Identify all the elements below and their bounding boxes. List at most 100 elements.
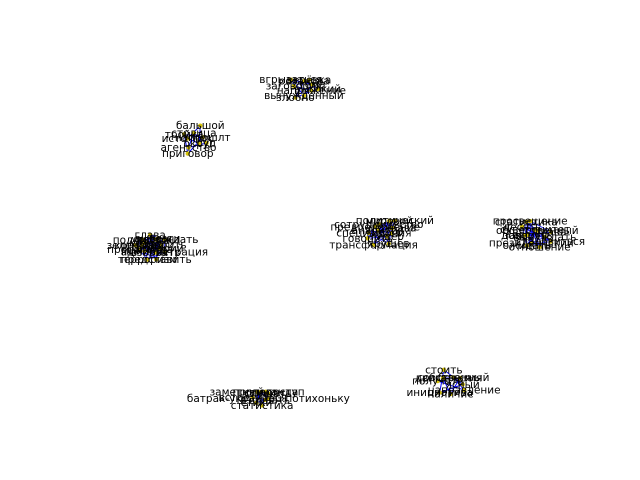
graph-node bbox=[384, 234, 390, 239]
graph-edge bbox=[373, 230, 379, 245]
node-label: наличие bbox=[427, 389, 473, 401]
node-label: утверждать bbox=[131, 234, 198, 246]
graph-edge bbox=[450, 377, 461, 395]
graph-edge bbox=[184, 133, 203, 138]
graph-edge bbox=[368, 223, 380, 234]
graph-node bbox=[182, 132, 187, 137]
node-label: округ bbox=[184, 138, 215, 150]
node-label: батрак-украинец.потихоньку bbox=[187, 393, 350, 405]
node-label: подписчик bbox=[113, 234, 172, 246]
graph-node bbox=[529, 240, 534, 246]
node-label: стоить bbox=[425, 364, 462, 376]
node-label: держава bbox=[368, 223, 417, 235]
node-label: президентский bbox=[489, 237, 574, 249]
graph-edge bbox=[439, 383, 463, 394]
node-label: отношение bbox=[509, 241, 571, 253]
cluster-4: ирониялидерхрущёвтрансформацияговоритьсп… bbox=[329, 215, 434, 251]
node-label: столица bbox=[171, 128, 216, 140]
node-label: хрущёв bbox=[368, 238, 410, 250]
graph-node bbox=[259, 403, 265, 408]
graph-edge bbox=[295, 88, 318, 98]
cluster-2: судокругприговорагентствоисточниктройкас… bbox=[161, 120, 231, 160]
graph-edge bbox=[187, 136, 204, 154]
node-label: заметный.соступ bbox=[210, 387, 305, 399]
node-label: просвещение bbox=[493, 216, 568, 228]
graph-node bbox=[387, 218, 392, 224]
graph-edge bbox=[388, 228, 393, 244]
graph-edge bbox=[525, 231, 551, 236]
graph-node bbox=[288, 77, 293, 82]
node-label: политический bbox=[356, 215, 434, 227]
node-label: колос bbox=[129, 237, 161, 249]
node-label: специалист bbox=[336, 227, 401, 239]
graph-edge bbox=[290, 79, 305, 96]
graph-node bbox=[519, 224, 525, 229]
graph-node bbox=[437, 390, 442, 395]
graph-node bbox=[254, 400, 259, 405]
node-label: вынужденный bbox=[264, 90, 344, 102]
node-label: ясный bbox=[446, 379, 480, 391]
node-label: терроризм bbox=[118, 254, 177, 266]
node-label: взорвать bbox=[240, 394, 290, 406]
node-label: министр bbox=[121, 246, 168, 258]
node-label: сотрудничество bbox=[334, 219, 423, 231]
graph-node bbox=[257, 390, 263, 395]
graph-edge bbox=[529, 220, 552, 233]
graph-node bbox=[392, 218, 398, 223]
graph-node bbox=[457, 375, 463, 381]
node-label: статистика bbox=[495, 216, 558, 228]
node-label: вынуждать bbox=[513, 232, 576, 244]
graph-node bbox=[265, 391, 271, 396]
graph-node bbox=[204, 140, 209, 146]
graph-node bbox=[142, 240, 148, 246]
cluster-3: дмитрийадминистрациявзорватьпредставитьт… bbox=[107, 229, 209, 266]
graph-node bbox=[186, 145, 191, 150]
graph-node bbox=[451, 375, 456, 380]
node-label: предположение bbox=[330, 221, 420, 233]
node-label: заговорик bbox=[266, 81, 322, 93]
graph-node bbox=[198, 123, 203, 128]
node-label: собственный bbox=[417, 372, 489, 384]
graph-node bbox=[200, 135, 205, 140]
node-label: агентство bbox=[161, 142, 217, 154]
node-label: ожидать bbox=[503, 240, 552, 252]
graph-node bbox=[524, 219, 529, 224]
graph-node bbox=[155, 236, 160, 241]
graph-node bbox=[157, 246, 162, 251]
graph-edge bbox=[135, 245, 148, 260]
node-label: представить bbox=[121, 254, 192, 266]
graph-node bbox=[524, 233, 529, 238]
graph-node bbox=[191, 130, 197, 136]
graph-node bbox=[528, 219, 533, 224]
graph-node bbox=[462, 387, 467, 393]
node-label: кобзон bbox=[136, 234, 174, 246]
graph-node bbox=[548, 229, 554, 235]
graph-node bbox=[542, 234, 547, 240]
graph-edge bbox=[442, 377, 451, 395]
graph-edge bbox=[373, 220, 390, 246]
graph-edge bbox=[368, 232, 389, 244]
node-label: говорить bbox=[136, 239, 186, 251]
graph-node bbox=[376, 222, 381, 227]
node-label: злобно bbox=[276, 92, 314, 104]
node-label: встретиться bbox=[219, 392, 288, 404]
graph-node bbox=[301, 93, 307, 98]
node-label: вывезти bbox=[135, 233, 181, 245]
node-label: говорить bbox=[342, 233, 392, 245]
graph-node bbox=[293, 95, 298, 100]
graph-edge bbox=[139, 239, 156, 250]
node-label: общественный bbox=[496, 225, 579, 237]
node-label: высокий bbox=[294, 83, 341, 95]
node-label: вгрызаться bbox=[259, 74, 322, 86]
node-label: зеленский bbox=[107, 240, 165, 252]
node-label: пропаганда bbox=[107, 244, 173, 256]
node-label: направление bbox=[428, 385, 501, 397]
graph-node bbox=[365, 236, 370, 241]
graph-edge bbox=[526, 230, 538, 246]
graph-node bbox=[448, 391, 453, 397]
node-label: взорвать bbox=[131, 247, 181, 259]
node-label: трансформация bbox=[329, 239, 418, 251]
node-label: мировой bbox=[366, 215, 413, 227]
graph-edge bbox=[147, 239, 166, 260]
